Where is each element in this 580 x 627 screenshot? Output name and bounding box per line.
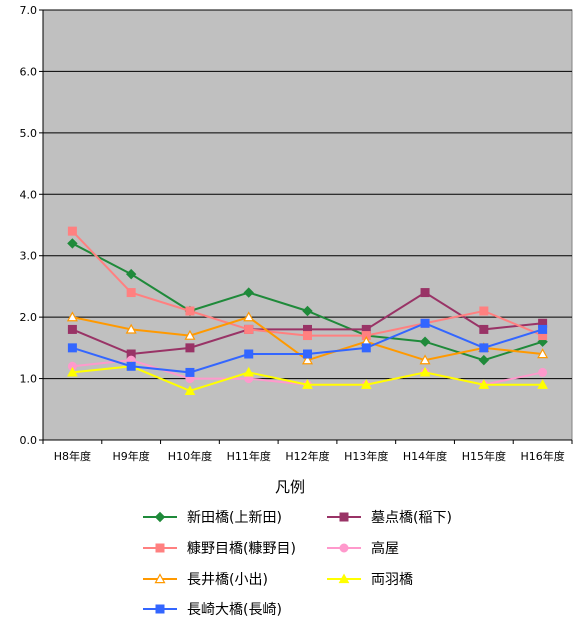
data-point: 長崎大橋(長崎) H11年度: 1.4 xyxy=(244,349,254,359)
legend-label: 糠野目橋(糠野目) xyxy=(187,540,296,557)
data-point: 長崎大橋(長崎) H15年度: 1.5 xyxy=(479,343,489,353)
data-point: 長崎大橋(長崎) H12年度: 1.4 xyxy=(303,349,312,359)
y-tick-label: 0.0 xyxy=(20,434,38,447)
data-point: 糠野目橋(糠野目) H12年度: 1.7 xyxy=(303,331,312,341)
data-point: 両羽橋 H15年度: 0.9 xyxy=(478,379,490,389)
x-tick-label: H15年度 xyxy=(462,449,506,463)
legend-swatch-marker xyxy=(339,543,349,553)
data-point: 新田橋(上新田) H9年度: 2.7 xyxy=(125,268,137,280)
legend-swatch-marker xyxy=(155,543,165,553)
legend-swatch-marker xyxy=(155,604,165,614)
data-point: 糠野目橋(糠野目) H11年度: 1.8 xyxy=(244,324,254,334)
y-tick-label: 5.0 xyxy=(20,127,38,140)
data-point: 長井橋(小出) H16年度: 1.4 xyxy=(537,348,549,359)
data-point: 長井橋(小出) H9年度: 1.8 xyxy=(125,323,137,334)
data-point: 墓点橋(稲下) H8年度: 1.8 xyxy=(67,324,77,334)
x-tick-label: H8年度 xyxy=(54,449,91,463)
data-point: 高屋 H16年度: 1.1 xyxy=(538,367,548,377)
data-point: 長崎大橋(長崎) H14年度: 1.9 xyxy=(420,318,430,328)
data-point: 長崎大橋(長崎) H10年度: 1.1 xyxy=(185,367,195,377)
gridlines xyxy=(43,9,572,380)
data-point: 新田橋(上新田) H11年度: 2.4 xyxy=(243,287,254,298)
x-tick-label: H16年度 xyxy=(520,449,564,463)
legend-item: 糠野目橋(糠野目) xyxy=(143,540,296,557)
legend-swatch-marker xyxy=(154,573,166,584)
data-point: 両羽橋 H12年度: 0.9 xyxy=(302,379,313,389)
legend-title: 凡例 xyxy=(275,478,305,496)
data-point: 新田橋(上新田) H12年度: 2.1 xyxy=(302,305,313,317)
legend-item: 高屋 xyxy=(327,540,399,557)
data-point: 両羽橋 H10年度: 0.8 xyxy=(184,385,196,395)
data-point: 糠野目橋(糠野目) H8年度: 3.4 xyxy=(67,226,77,236)
data-point: 両羽橋 H13年度: 0.9 xyxy=(360,379,372,389)
series-6: 両羽橋 H8年度: 1.1両羽橋 H9年度: 1.2両羽橋 H10年度: 0.8… xyxy=(67,360,548,395)
data-point: 長崎大橋(長崎) H16年度: 1.8 xyxy=(538,324,548,334)
legend-label: 高屋 xyxy=(371,540,399,557)
legend-label: 長井橋(小出) xyxy=(187,572,268,588)
data-point: 墓点橋(稲下) H10年度: 1.5 xyxy=(185,343,195,353)
y-tick-label: 6.0 xyxy=(20,65,38,78)
y-tick-label: 4.0 xyxy=(20,188,38,201)
data-point: 長井橋(小出) H8年度: 2 xyxy=(66,311,78,322)
data-point: 墓点橋(稲下) H14年度: 2.4 xyxy=(420,288,430,298)
x-tick-label: H9年度 xyxy=(113,449,150,463)
data-point: 両羽橋 H16年度: 0.9 xyxy=(537,379,548,389)
data-point: 両羽橋 H11年度: 1.1 xyxy=(243,366,255,377)
data-point: 新田橋(上新田) H14年度: 1.6 xyxy=(419,336,431,347)
legend-item: 新田橋(上新田) xyxy=(143,510,282,526)
legend-label: 両羽橋 xyxy=(371,572,413,588)
x-tick-label: H14年度 xyxy=(403,449,447,463)
legend-label: 墓点橋(稲下) xyxy=(371,510,452,526)
legend-swatch-marker xyxy=(338,573,350,584)
data-point: 長崎大橋(長崎) H9年度: 1.2 xyxy=(126,361,136,371)
legend-swatch-marker xyxy=(339,512,349,522)
legend-item: 長崎大橋(長崎) xyxy=(143,602,282,618)
x-tick-label: H13年度 xyxy=(344,449,388,463)
data-point: 両羽橋 H8年度: 1.1 xyxy=(67,366,78,377)
data-point: 長井橋(小出) H10年度: 1.7 xyxy=(184,329,196,340)
data-point: 長井橋(小出) H11年度: 2 xyxy=(243,311,255,322)
legend-label: 新田橋(上新田) xyxy=(187,510,282,526)
data-point: 両羽橋 H14年度: 1.1 xyxy=(419,366,431,377)
data-point: 墓点橋(稲下) H15年度: 1.8 xyxy=(479,324,489,334)
x-tick-label: H11年度 xyxy=(227,449,271,463)
legend-item: 両羽橋 xyxy=(327,572,413,588)
y-tick-label: 2.0 xyxy=(20,311,38,324)
data-point: 糠野目橋(糠野目) H15年度: 2.1 xyxy=(479,306,489,316)
legend-swatch-marker xyxy=(154,511,166,523)
data-point: 長井橋(小出) H14年度: 1.3 xyxy=(419,354,431,365)
data-point: 糠野目橋(糠野目) H10年度: 2.1 xyxy=(185,306,195,316)
plot-area xyxy=(42,9,573,441)
data-point: 長崎大橋(長崎) H13年度: 1.5 xyxy=(361,343,371,353)
legend-item: 墓点橋(稲下) xyxy=(327,510,452,526)
y-tick-label: 7.0 xyxy=(20,4,38,17)
data-point: 長崎大橋(長崎) H8年度: 1.5 xyxy=(67,343,77,353)
y-tick-label: 1.0 xyxy=(20,373,38,386)
legend-item: 長井橋(小出) xyxy=(143,572,268,588)
series-7: 長崎大橋(長崎) H8年度: 1.5 長崎大橋(長崎) H9年度: 1.2 長崎大橋… xyxy=(67,318,548,377)
x-tick-label: H12年度 xyxy=(285,449,329,463)
data-point: 長井橋(小出) H12年度: 1.3 xyxy=(301,354,314,365)
data-point: 糠野目橋(糠野目) H9年度: 2.4 xyxy=(126,288,136,298)
data-point: 新田橋(上新田) H8年度: 3.2 xyxy=(67,238,78,249)
data-point: 新田橋(上新田) H15年度: 1.3 xyxy=(478,354,490,366)
legend-label: 長崎大橋(長崎) xyxy=(187,602,282,618)
axes: 0.0 1.0 2.0 3.0 4.0 5.0 6.0 7.0 H8年度 H9年度 H10年度 H11… xyxy=(20,4,573,463)
series-layer: 新田橋(上新田) H8年度: 3.2 新田橋(上新田) H9年度: 2.7 新田橋(… xyxy=(66,226,549,395)
y-tick-label: 3.0 xyxy=(20,250,38,263)
x-tick-label: H10年度 xyxy=(168,449,212,463)
